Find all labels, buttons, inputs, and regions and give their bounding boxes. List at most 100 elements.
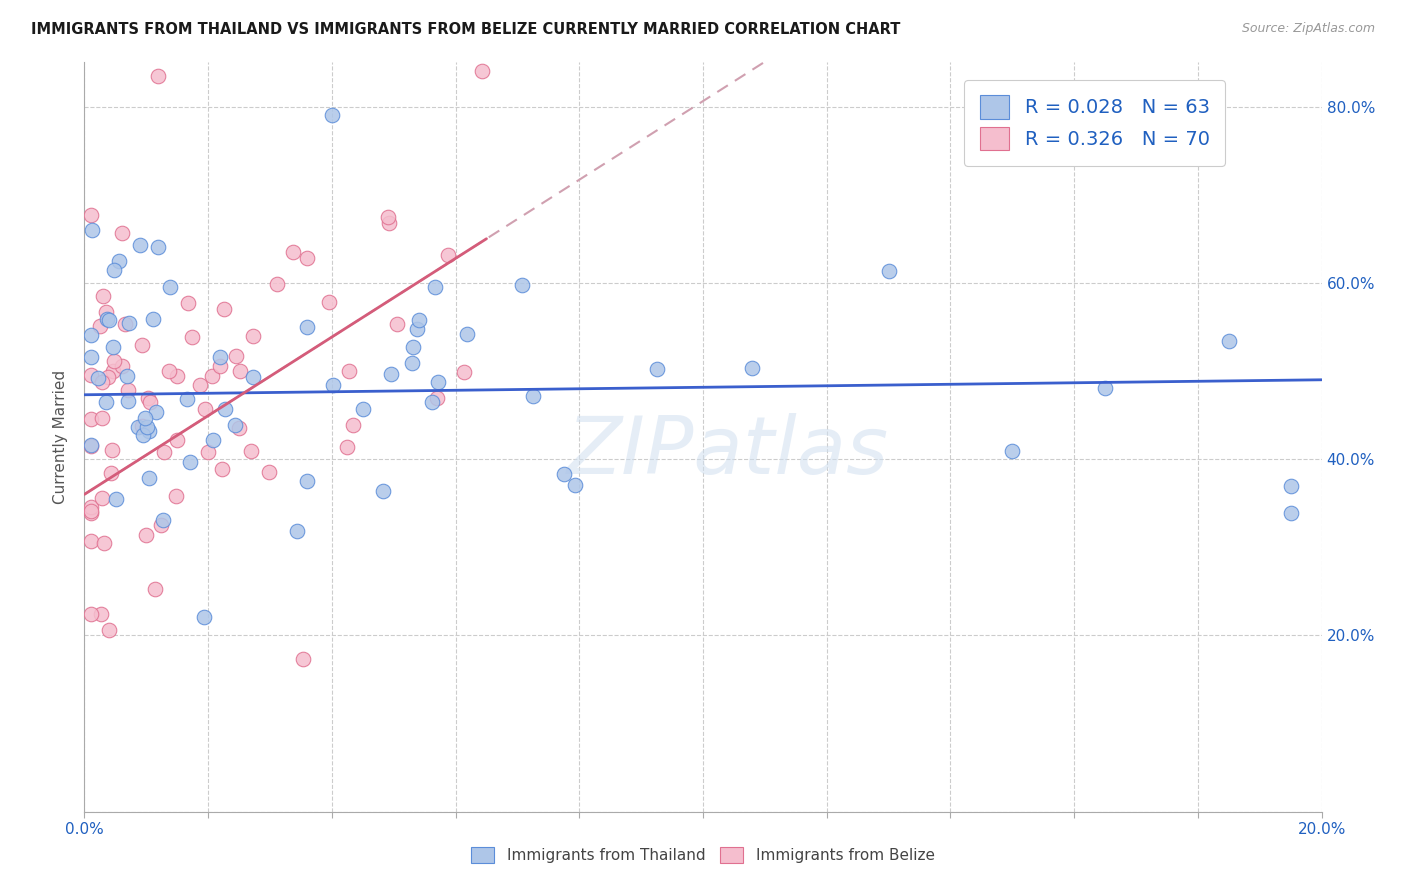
Point [79, 534, 101, 549]
Legend: Immigrants from Thailand, Immigrants from Belize: Immigrants from Thailand, Immigrants fro… [464, 839, 942, 871]
Point [103, 340, 125, 354]
Point [522, 389, 544, 403]
Point [225, 349, 247, 363]
Point [79, 439, 101, 453]
Point [89, 318, 111, 333]
Point [135, 528, 157, 542]
Point [136, 420, 159, 434]
Legend: R = 0.028   N = 63, R = 0.326   N = 70: R = 0.028 N = 63, R = 0.326 N = 70 [965, 79, 1225, 166]
Point [101, 443, 124, 458]
Point [139, 395, 162, 409]
Point [242, 370, 264, 384]
Point [117, 383, 139, 397]
Point [420, 395, 443, 409]
Point [1279, 478, 1302, 492]
Point [177, 295, 200, 310]
Point [371, 483, 394, 498]
Point [456, 327, 478, 342]
Point [97, 370, 120, 384]
Point [188, 377, 211, 392]
Point [80, 350, 103, 364]
Point [79, 607, 101, 621]
Point [90, 607, 112, 621]
Point [564, 477, 586, 491]
Point [96, 304, 118, 318]
Point [337, 364, 360, 378]
Point [202, 433, 225, 447]
Point [295, 320, 318, 334]
Point [97, 623, 120, 637]
Point [96, 312, 118, 326]
Point [321, 108, 343, 122]
Point [165, 489, 187, 503]
Point [111, 226, 134, 240]
Point [242, 329, 264, 343]
Point [291, 652, 314, 666]
Point [179, 455, 201, 469]
Point [453, 365, 475, 379]
Point [90, 491, 112, 505]
Text: IMMIGRANTS FROM THAILAND VS IMMIGRANTS FROM BELIZE CURRENTLY MARRIED CORRELATION: IMMIGRANTS FROM THAILAND VS IMMIGRANTS F… [31, 22, 900, 37]
Text: Source: ZipAtlas.com: Source: ZipAtlas.com [1241, 22, 1375, 36]
Point [91, 411, 114, 425]
Point [136, 392, 159, 406]
Text: ZIPatlas: ZIPatlas [567, 413, 889, 491]
Point [318, 295, 340, 310]
Point [297, 475, 319, 489]
Point [86, 371, 108, 385]
Point [228, 364, 250, 378]
Point [181, 329, 204, 343]
Point [129, 238, 152, 252]
Point [377, 210, 399, 224]
Point [103, 353, 125, 368]
Point [193, 610, 215, 624]
Point [287, 524, 309, 538]
Point [471, 64, 494, 78]
Point [117, 393, 139, 408]
Point [342, 417, 364, 432]
Point [150, 518, 173, 533]
Point [176, 392, 198, 407]
Point [142, 312, 165, 326]
Point [427, 375, 450, 389]
Point [378, 216, 401, 230]
Point [426, 392, 449, 406]
Point [118, 317, 141, 331]
Point [97, 313, 120, 327]
Point [91, 289, 114, 303]
Point [79, 500, 101, 515]
Point [336, 440, 359, 454]
Point [1218, 334, 1240, 348]
Point [100, 466, 122, 480]
Point [741, 360, 763, 375]
Point [132, 427, 155, 442]
Point [266, 277, 288, 292]
Point [94, 395, 117, 409]
Y-axis label: Currently Married: Currently Married [53, 370, 69, 504]
Point [402, 340, 425, 354]
Point [257, 466, 280, 480]
Point [436, 248, 458, 262]
Point [1279, 506, 1302, 520]
Point [146, 69, 169, 83]
Point [146, 240, 169, 254]
Point [510, 277, 533, 292]
Point [387, 317, 409, 331]
Point [127, 419, 149, 434]
Point [115, 369, 138, 384]
Point [79, 368, 101, 383]
Point [79, 208, 101, 222]
Point [295, 251, 318, 265]
Point [322, 378, 344, 392]
Point [152, 445, 174, 459]
Point [228, 421, 250, 435]
Point [159, 280, 181, 294]
Point [209, 351, 232, 365]
Point [877, 264, 900, 278]
Point [79, 503, 101, 517]
Point [111, 359, 134, 373]
Point [408, 313, 430, 327]
Point [90, 375, 112, 389]
Point [80, 328, 103, 343]
Point [166, 369, 188, 384]
